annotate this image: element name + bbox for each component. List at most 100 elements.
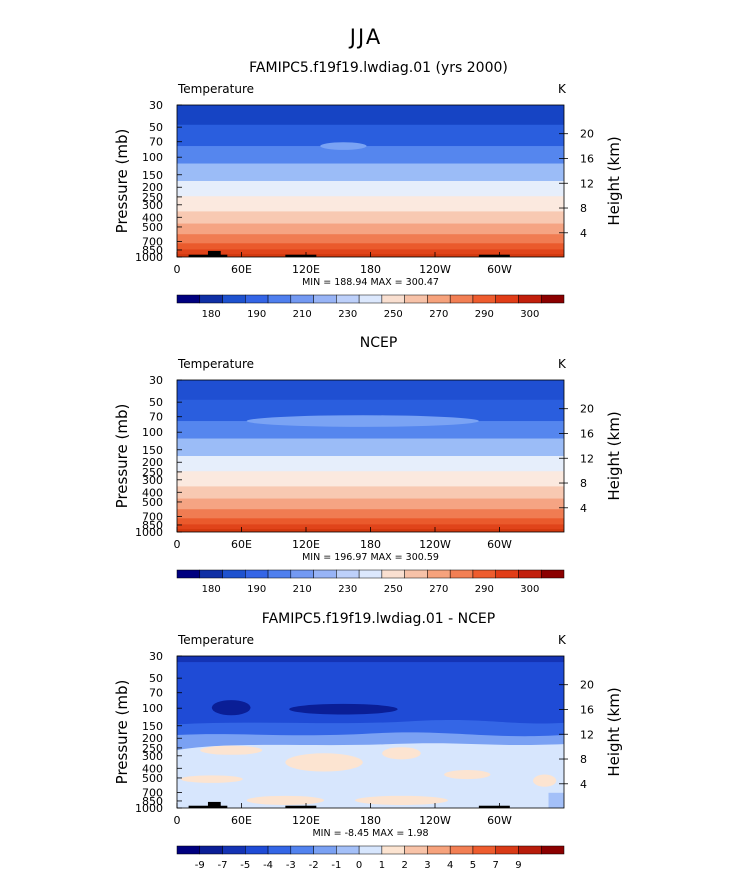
contour-band: [177, 105, 564, 126]
contour-band: [177, 524, 564, 530]
colorbar-swatch: [472, 845, 496, 855]
y2-tick-label: 8: [580, 477, 587, 490]
colorbar-swatch: [245, 845, 269, 855]
y2-axis-label: Height (km): [605, 411, 623, 500]
x-tick-label: 60E: [231, 814, 252, 827]
x-tick-label: 0: [174, 263, 181, 276]
x-tick-label: 180: [360, 814, 381, 827]
y-tick-label: 250: [142, 191, 163, 204]
colorbar-swatch: [518, 569, 542, 579]
y-tick-label: 300: [142, 199, 163, 212]
y-tick-label: 150: [142, 169, 163, 182]
contour-band: [177, 518, 564, 525]
field-label: Temperature: [177, 633, 254, 647]
field-label: Temperature: [177, 357, 254, 371]
units-label: K: [558, 633, 567, 647]
colorbar-swatch: [540, 569, 565, 579]
y-tick-label: 70: [149, 136, 163, 149]
colorbar-swatch: [427, 845, 451, 855]
contour-band: [177, 124, 564, 147]
colorbar-swatch: [381, 569, 405, 579]
x-tick-label: 0: [174, 814, 181, 827]
terrain-block: [188, 805, 228, 808]
colorbar-swatch: [222, 294, 246, 304]
contour-cell: [177, 743, 564, 808]
y-tick-label: 700: [142, 236, 163, 249]
colorbar-label: 210: [293, 309, 312, 320]
colorbar-label: 2: [401, 860, 407, 871]
colorbar-swatch: [176, 569, 201, 579]
field-label: Temperature: [177, 82, 254, 96]
y-tick-label: 200: [142, 181, 163, 194]
contour-band: [177, 181, 564, 197]
colorbar-swatch: [176, 294, 201, 304]
y2-axis-label: Height (km): [605, 136, 623, 225]
colorbar-label: 180: [202, 584, 221, 595]
colorbar-label: 5: [470, 860, 476, 871]
colorbar-swatch: [199, 294, 223, 304]
colorbar-swatch: [176, 845, 201, 855]
colorbar-swatch: [245, 569, 269, 579]
y-tick-label: 850: [142, 519, 163, 532]
x-tick-label: 120E: [292, 538, 320, 551]
y-tick-label: 30: [149, 99, 163, 112]
y-tick-label: 100: [142, 151, 163, 164]
x-tick-label: 120W: [419, 538, 451, 551]
y-tick-label: 500: [142, 221, 163, 234]
colorbar-swatch: [222, 569, 246, 579]
colorbar-swatch: [336, 569, 360, 579]
contour-cell: [548, 792, 564, 808]
colorbar-swatch: [313, 845, 337, 855]
x-tick-label: 0: [174, 538, 181, 551]
colorbar-label: 210: [293, 584, 312, 595]
contour-band: [177, 196, 564, 212]
contour-cell: [320, 142, 367, 150]
plot-area: [177, 105, 564, 257]
contour-cell: [382, 747, 421, 760]
y2-tick-label: 20: [580, 403, 594, 416]
colorbar-swatch: [313, 569, 337, 579]
contour-cell: [246, 795, 325, 805]
colorbar-label: 190: [247, 309, 266, 320]
stats-label: MIN = 188.94 MAX = 300.47: [302, 277, 439, 288]
y-tick-label: 150: [142, 444, 163, 457]
contour-cell: [444, 770, 491, 780]
colorbar-label: -1: [331, 860, 341, 871]
colorbar-swatch: [427, 569, 451, 579]
colorbar-label: 9: [515, 860, 521, 871]
colorbar-swatch: [290, 569, 314, 579]
contour-band: [177, 163, 564, 182]
colorbar-label: 270: [429, 309, 448, 320]
colorbar-swatch: [404, 569, 428, 579]
y-tick-label: 700: [142, 787, 163, 800]
colorbar-swatch: [540, 294, 565, 304]
colorbar-swatch: [245, 294, 269, 304]
contour-band: [177, 438, 564, 457]
y-tick-label: 300: [142, 750, 163, 763]
y-tick-label: 1000: [135, 802, 163, 815]
contour-cell: [533, 774, 557, 787]
panel-title: NCEP: [360, 335, 398, 351]
colorbar-swatch: [427, 294, 451, 304]
panel-1: FAMIPC5.f19f19.lwdiag.01 (yrs 2000) Tempe…: [113, 60, 623, 320]
colorbar-swatch: [381, 294, 405, 304]
y-tick-label: 500: [142, 496, 163, 509]
x-tick-label: 60E: [231, 538, 252, 551]
colorbar-swatch: [381, 845, 405, 855]
contour-band: [177, 146, 564, 165]
y-axis-label: Pressure (mb): [113, 129, 131, 234]
stats-label: MIN = 196.97 MAX = 300.59: [302, 552, 439, 563]
contour-band: [177, 498, 564, 510]
colorbar-swatch: [290, 845, 314, 855]
colorbar-swatch: [358, 294, 383, 304]
x-tick-label: 60W: [487, 263, 512, 276]
colorbar-label: 190: [247, 584, 266, 595]
colorbar-label: 300: [520, 584, 539, 595]
y-tick-label: 400: [142, 211, 163, 224]
colorbar-swatch: [404, 294, 428, 304]
colorbar-swatch: [518, 294, 542, 304]
y-tick-label: 50: [149, 396, 163, 409]
colorbar-swatch: [358, 845, 383, 855]
